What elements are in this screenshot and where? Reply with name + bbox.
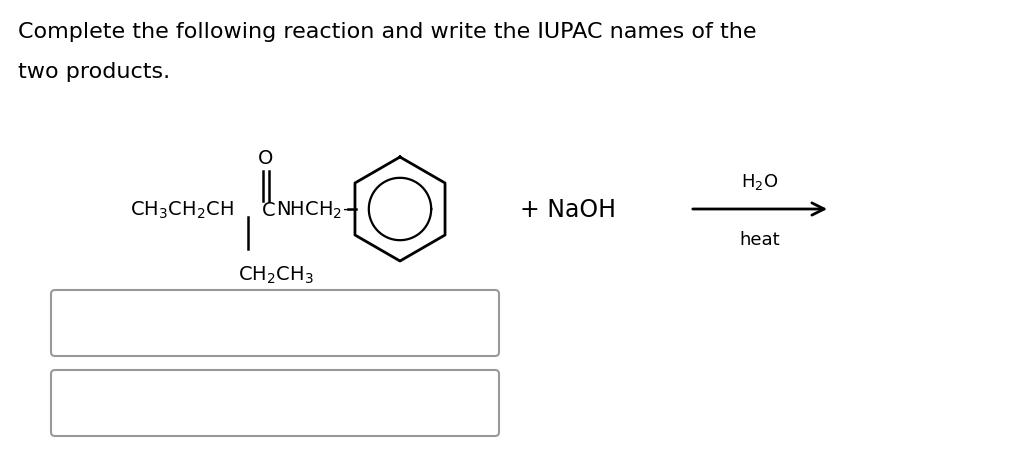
- Text: O: O: [258, 148, 273, 167]
- Text: Complete the following reaction and write the IUPAC names of the: Complete the following reaction and writ…: [18, 22, 757, 42]
- Text: C: C: [262, 200, 275, 219]
- FancyBboxPatch shape: [51, 291, 499, 356]
- Text: CH$_3$CH$_2$CH: CH$_3$CH$_2$CH: [130, 199, 233, 220]
- Text: heat: heat: [739, 230, 780, 248]
- Text: NHCH$_2$–: NHCH$_2$–: [276, 199, 353, 220]
- Text: two products.: two products.: [18, 62, 170, 82]
- Text: CH$_2$CH$_3$: CH$_2$CH$_3$: [238, 264, 313, 285]
- FancyBboxPatch shape: [51, 370, 499, 436]
- Text: H$_2$O: H$_2$O: [741, 172, 778, 191]
- Text: + NaOH: + NaOH: [520, 197, 616, 222]
